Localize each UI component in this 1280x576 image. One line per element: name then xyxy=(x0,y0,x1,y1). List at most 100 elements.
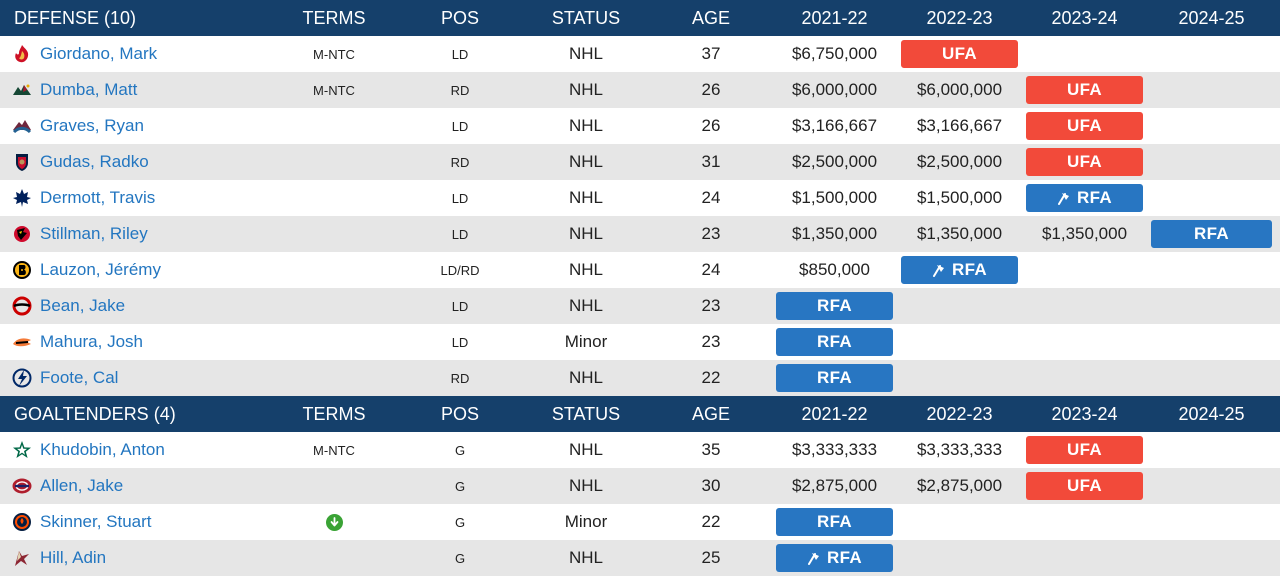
terms-cell xyxy=(270,540,398,576)
badge-label: RFA xyxy=(1077,188,1112,207)
flag-icon xyxy=(1057,191,1071,205)
cap-hit-value: $3,333,333 xyxy=(791,440,878,459)
terms-cell xyxy=(270,252,398,288)
col-2024-25[interactable]: 2024-25 xyxy=(1178,403,1245,424)
pos-cell: G xyxy=(454,514,466,530)
player-name-link[interactable]: Foote, Cal xyxy=(40,368,119,387)
player-name-link[interactable]: Khudobin, Anton xyxy=(40,440,165,459)
defense-body: Giordano, Mark M-NTC LD NHL 37 $6,750,000 UFA D… xyxy=(0,36,1280,396)
season-cell: RFA xyxy=(772,324,897,360)
season-cell: $3,333,333 xyxy=(897,432,1022,468)
cap-hit-value: $2,500,000 xyxy=(791,152,878,171)
season-cell xyxy=(1147,324,1280,360)
rfa-badge[interactable]: RFA xyxy=(776,292,893,320)
player-name-link[interactable]: Hill, Adin xyxy=(40,548,107,567)
col-status[interactable]: STATUS xyxy=(551,403,621,424)
wild-logo-icon xyxy=(12,80,32,100)
rfa-badge[interactable]: RFA xyxy=(776,544,893,572)
col-2024-25[interactable]: 2024-25 xyxy=(1178,7,1245,28)
player-name-link[interactable]: Graves, Ryan xyxy=(40,116,144,135)
age-cell: 22 xyxy=(701,368,721,387)
player-name-link[interactable]: Allen, Jake xyxy=(40,476,124,495)
player-name-link[interactable]: Dermott, Travis xyxy=(40,188,156,207)
season-cell: $1,500,000 xyxy=(772,180,897,216)
ufa-badge[interactable]: UFA xyxy=(1026,112,1143,140)
ufa-badge[interactable]: UFA xyxy=(1026,76,1143,104)
ufa-badge[interactable]: UFA xyxy=(901,40,1018,68)
download-arrow-icon[interactable] xyxy=(325,513,343,531)
season-cell: UFA xyxy=(1022,72,1147,108)
col-2022-23[interactable]: 2022-23 xyxy=(926,403,993,424)
season-cell: $850,000 xyxy=(772,252,897,288)
player-name-link[interactable]: Giordano, Mark xyxy=(40,44,158,63)
age-cell: 23 xyxy=(701,296,721,315)
col-pos[interactable]: POS xyxy=(440,403,479,424)
col-2023-24[interactable]: 2023-24 xyxy=(1051,7,1118,28)
player-row: Foote, Cal RD NHL 22 RFA xyxy=(0,360,1280,396)
season-cell xyxy=(1147,36,1280,72)
player-name-link[interactable]: Gudas, Radko xyxy=(40,152,149,171)
col-2023-24[interactable]: 2023-24 xyxy=(1051,403,1118,424)
terms-cell xyxy=(270,180,398,216)
player-name-link[interactable]: Lauzon, Jérémy xyxy=(40,260,161,279)
status-cell: NHL xyxy=(568,368,603,387)
rfa-badge[interactable]: RFA xyxy=(776,328,893,356)
maple-leafs-logo-icon xyxy=(12,188,32,208)
col-status[interactable]: STATUS xyxy=(551,7,621,28)
avalanche-logo-icon xyxy=(12,116,32,136)
player-cell: Bean, Jake xyxy=(0,288,270,324)
ufa-badge[interactable]: UFA xyxy=(1026,148,1143,176)
player-name-link[interactable]: Skinner, Stuart xyxy=(40,512,152,531)
rfa-badge[interactable]: RFA xyxy=(1026,184,1143,212)
cap-hit-value: $2,875,000 xyxy=(791,476,878,495)
season-cell: $6,750,000 xyxy=(772,36,897,72)
player-name-link[interactable]: Stillman, Riley xyxy=(40,224,148,243)
defense-title[interactable]: DEFENSE (10) xyxy=(14,7,137,28)
goaltenders-header: GOALTENDERS (4) TERMS POS STATUS AGE 202… xyxy=(0,396,1280,432)
badge-label: UFA xyxy=(1067,80,1102,99)
ufa-badge[interactable]: UFA xyxy=(1026,436,1143,464)
season-cell: UFA xyxy=(1022,144,1147,180)
col-pos[interactable]: POS xyxy=(440,7,479,28)
season-cell: UFA xyxy=(897,36,1022,72)
ufa-badge[interactable]: UFA xyxy=(1026,472,1143,500)
player-row: Lauzon, Jérémy LD/RD NHL 24 $850,000 RFA xyxy=(0,252,1280,288)
season-cell xyxy=(1147,360,1280,396)
oilers-logo-icon xyxy=(12,512,32,532)
col-age[interactable]: AGE xyxy=(691,7,730,28)
season-cell xyxy=(1147,108,1280,144)
season-cell: $1,350,000 xyxy=(1022,216,1147,252)
player-cell: Hill, Adin xyxy=(0,540,270,576)
player-name-link[interactable]: Mahura, Josh xyxy=(40,332,143,351)
badge-label: UFA xyxy=(1067,440,1102,459)
status-cell: Minor xyxy=(564,512,608,531)
age-cell: 30 xyxy=(701,476,721,495)
rfa-badge[interactable]: RFA xyxy=(901,256,1018,284)
player-name-link[interactable]: Dumba, Matt xyxy=(40,80,138,99)
season-cell xyxy=(1147,144,1280,180)
stars-logo-icon xyxy=(12,440,32,460)
panthers-logo-icon xyxy=(12,152,32,172)
player-row: Hill, Adin G NHL 25 RFA xyxy=(0,540,1280,576)
col-terms[interactable]: TERMS xyxy=(302,403,366,424)
player-cell: Lauzon, Jérémy xyxy=(0,252,270,288)
col-age[interactable]: AGE xyxy=(691,403,730,424)
player-cell: Dumba, Matt xyxy=(0,72,270,108)
season-cell: RFA xyxy=(1147,216,1280,252)
goaltenders-title[interactable]: GOALTENDERS (4) xyxy=(14,403,176,424)
col-2022-23[interactable]: 2022-23 xyxy=(926,7,993,28)
cap-hit-value: $1,350,000 xyxy=(916,224,1003,243)
rfa-badge[interactable]: RFA xyxy=(776,508,893,536)
col-2021-22[interactable]: 2021-22 xyxy=(801,403,868,424)
col-terms[interactable]: TERMS xyxy=(302,7,366,28)
pos-cell: RD xyxy=(450,154,470,170)
player-name-link[interactable]: Bean, Jake xyxy=(40,296,126,315)
col-2021-22[interactable]: 2021-22 xyxy=(801,7,868,28)
player-row: Dumba, Matt M-NTC RD NHL 26 $6,000,000 $6,000,… xyxy=(0,72,1280,108)
season-cell: $2,875,000 xyxy=(772,468,897,504)
badge-label: RFA xyxy=(952,260,987,279)
rfa-badge[interactable]: RFA xyxy=(776,364,893,392)
season-cell: $2,875,000 xyxy=(897,468,1022,504)
rfa-badge[interactable]: RFA xyxy=(1151,220,1272,248)
